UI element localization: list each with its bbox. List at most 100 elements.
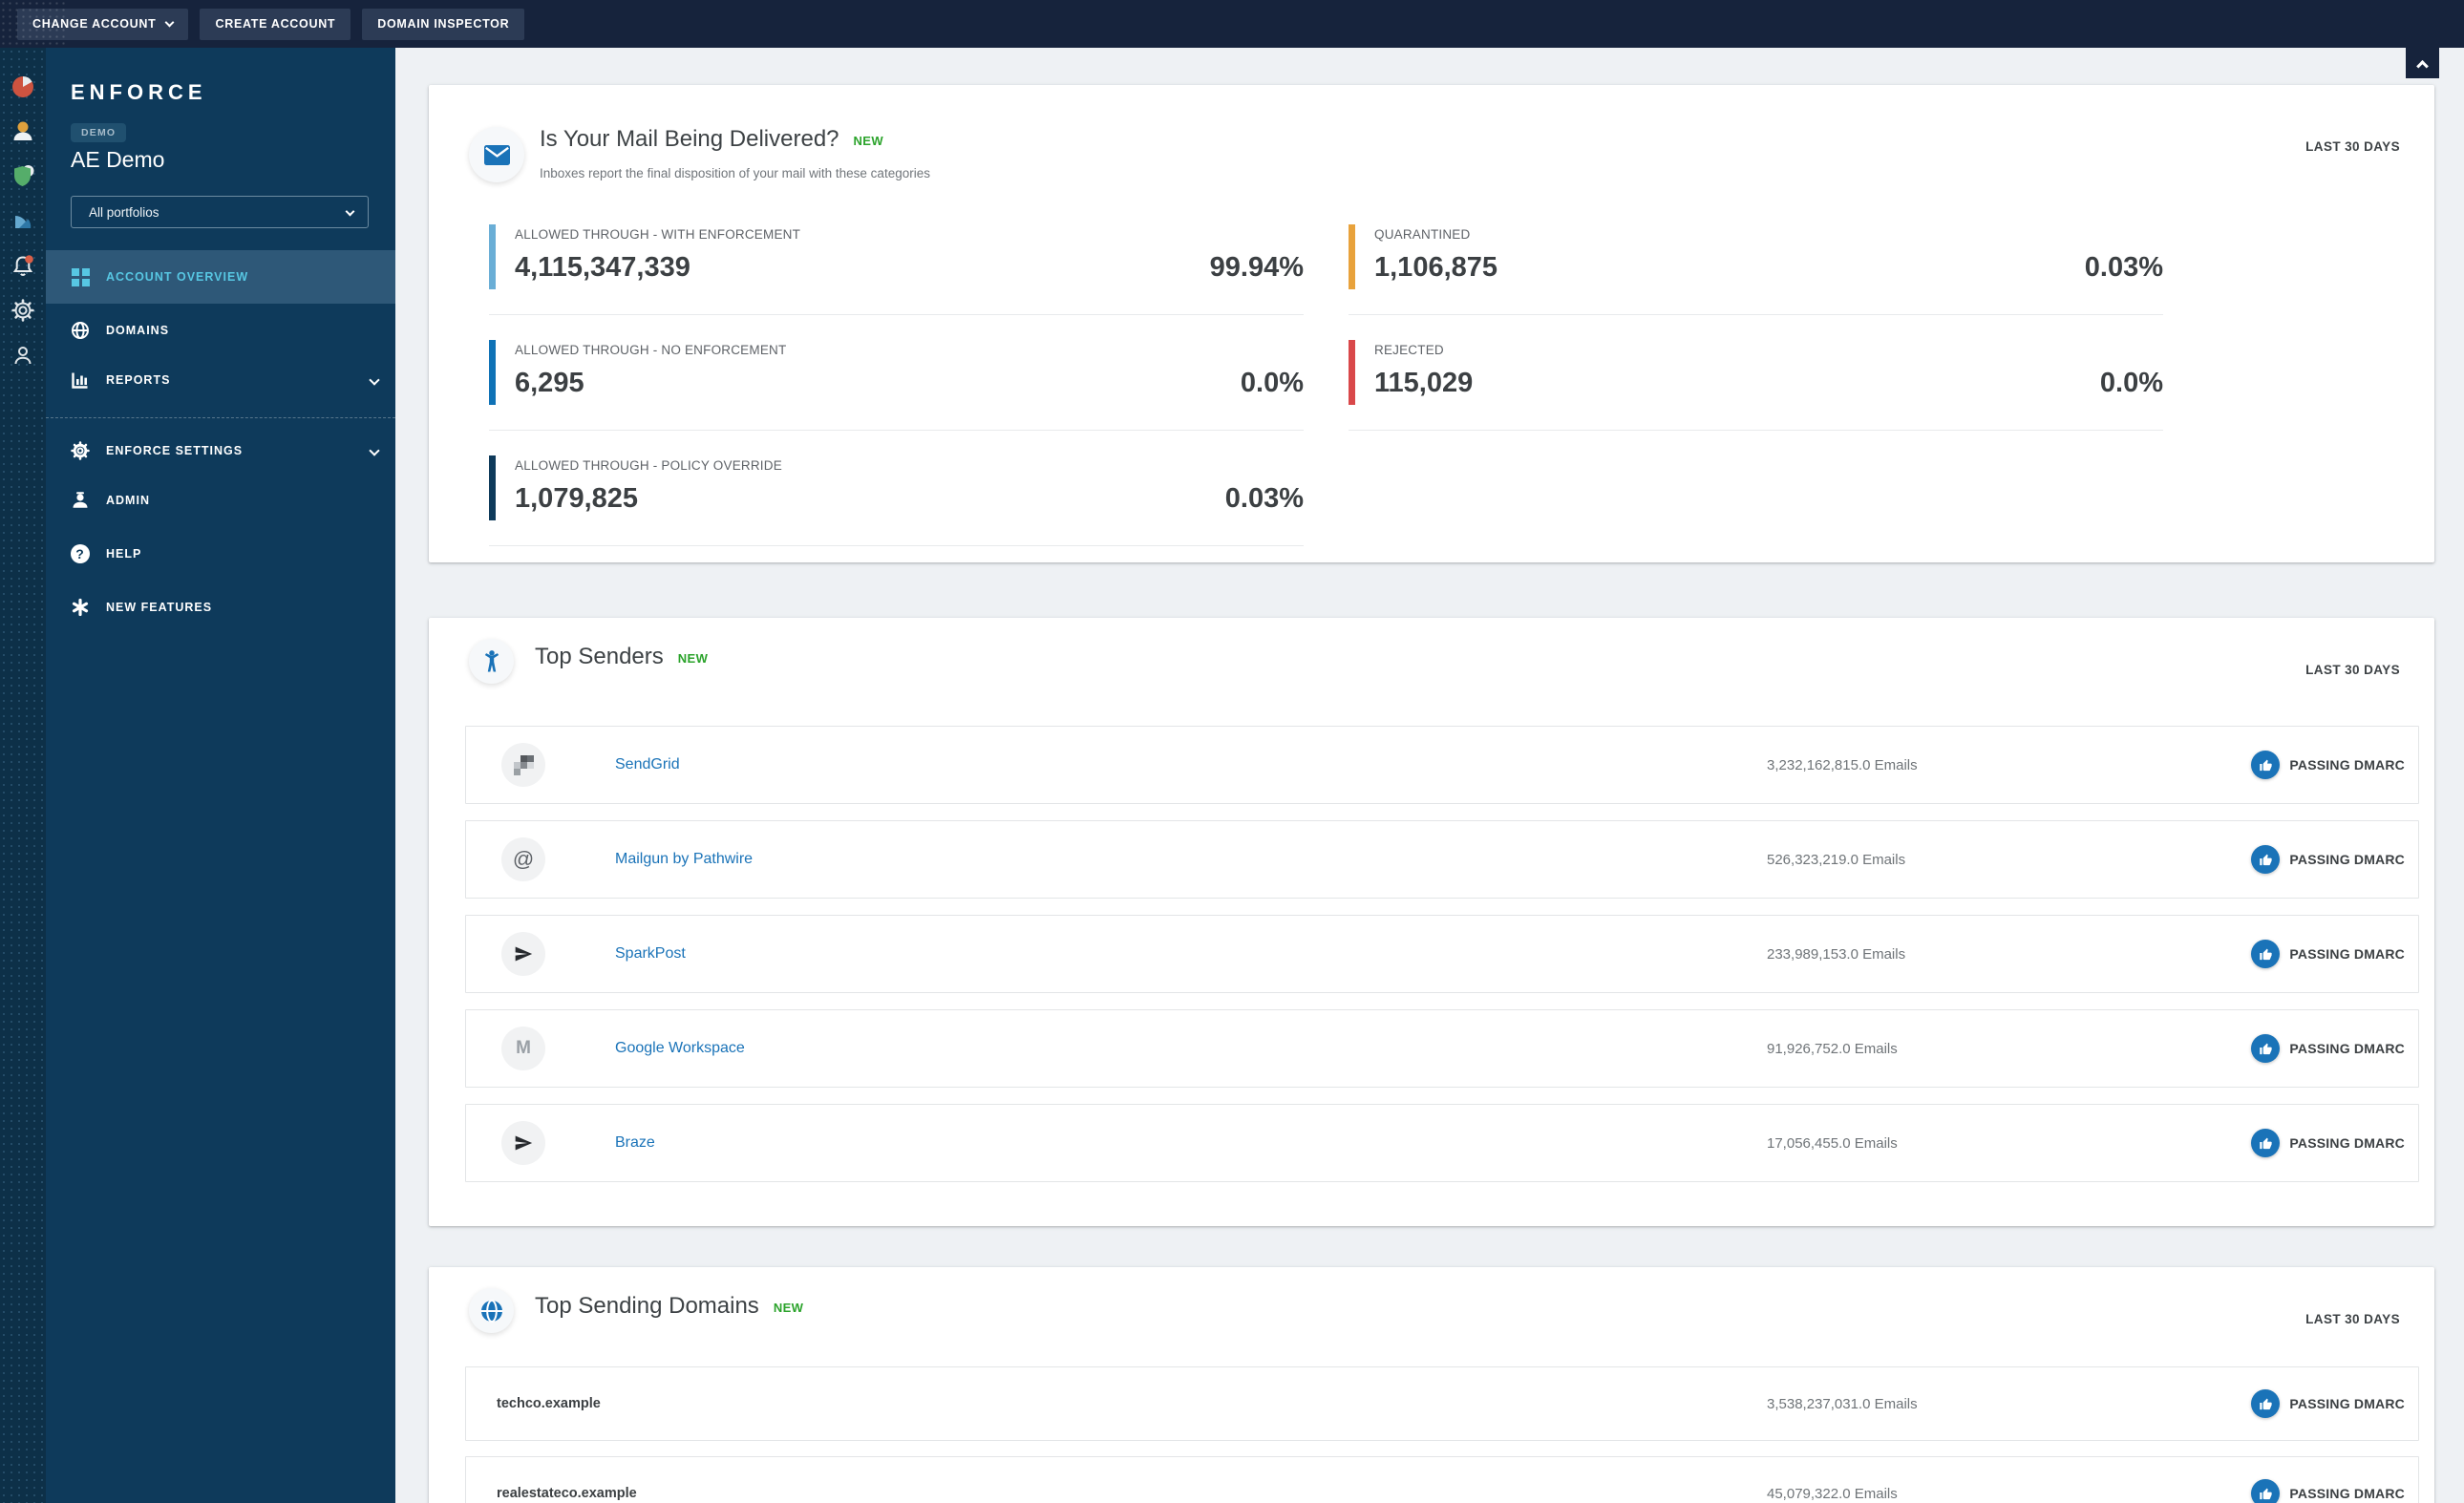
thumbs-up-icon bbox=[2251, 845, 2281, 874]
top-sending-domains-card: Top Sending Domains NEW LAST 30 DAYS tec… bbox=[429, 1267, 2434, 1503]
create-account-label: CREATE ACCOUNT bbox=[215, 17, 336, 31]
dmarc-status-badge: PASSING DMARC bbox=[2251, 1034, 2405, 1063]
sidebar-item-account-overview[interactable]: ACCOUNT OVERVIEW bbox=[46, 250, 395, 304]
thumbs-up-icon bbox=[2251, 1389, 2281, 1418]
sender-name-link[interactable]: SparkPost bbox=[615, 945, 686, 962]
sidebar: ENFORCE DEMO AE Demo All portfolios ACCO… bbox=[46, 48, 395, 1503]
sender-email-count: 91,926,752.0 Emails bbox=[1767, 1040, 1898, 1057]
person-arms-up-icon bbox=[469, 639, 514, 684]
profile-person-icon[interactable] bbox=[10, 342, 36, 369]
thumbs-up-icon bbox=[2251, 1479, 2281, 1503]
chevron-down-icon bbox=[369, 445, 380, 456]
dmarc-status-label: PASSING DMARC bbox=[2289, 1041, 2405, 1056]
sender-row: @ Mailgun by Pathwire 526,323,219.0 Emai… bbox=[465, 820, 2419, 899]
stat-value: 4,115,347,339 bbox=[515, 252, 690, 283]
sidebar-divider bbox=[46, 417, 395, 418]
sidebar-item-admin[interactable]: ADMIN bbox=[46, 476, 395, 525]
grid-icon bbox=[71, 267, 90, 286]
divider bbox=[1349, 430, 2163, 431]
sidebar-item-label: ACCOUNT OVERVIEW bbox=[106, 270, 249, 284]
chevron-down-icon bbox=[369, 374, 380, 386]
stat-label: REJECTED bbox=[1374, 343, 1444, 357]
sidebar-item-domains[interactable]: DOMAINS bbox=[46, 306, 395, 355]
change-account-button[interactable]: CHANGE ACCOUNT bbox=[17, 8, 189, 40]
sendgrid-logo-icon bbox=[501, 743, 545, 787]
sender-name-link[interactable]: SendGrid bbox=[615, 756, 680, 773]
portfolio-selector[interactable]: All portfolios bbox=[71, 196, 369, 228]
dmarc-status-label: PASSING DMARC bbox=[2289, 757, 2405, 773]
dmarc-status-badge: PASSING DMARC bbox=[2251, 940, 2405, 968]
divider bbox=[489, 314, 1304, 315]
dmarc-status-badge: PASSING DMARC bbox=[2251, 845, 2405, 874]
braze-logo-icon bbox=[501, 1121, 545, 1165]
card-subtitle: Inboxes report the final disposition of … bbox=[540, 166, 930, 180]
stat-rejected: REJECTED 115,029 0.0% bbox=[1349, 340, 2163, 405]
person-icon bbox=[71, 491, 90, 510]
gear-icon bbox=[71, 441, 90, 460]
stat-percent: 0.0% bbox=[2099, 368, 2163, 398]
enforce-logo: ENFORCE bbox=[71, 80, 207, 104]
domain-name: realestateco.example bbox=[497, 1486, 637, 1501]
stat-percent: 0.0% bbox=[1240, 368, 1304, 398]
mail-delivery-card: Is Your Mail Being Delivered? NEW Inboxe… bbox=[429, 85, 2434, 562]
thumbs-up-icon bbox=[2251, 1034, 2281, 1063]
demo-badge: DEMO bbox=[71, 123, 127, 142]
sender-name-link[interactable]: Mailgun by Pathwire bbox=[615, 851, 754, 867]
domain-email-count: 3,538,237,031.0 Emails bbox=[1767, 1395, 1918, 1412]
create-account-button[interactable]: CREATE ACCOUNT bbox=[200, 8, 351, 40]
stat-allowed-no-enforcement: ALLOWED THROUGH - NO ENFORCEMENT 6,295 0… bbox=[489, 340, 1304, 405]
sidebar-item-label: ENFORCE SETTINGS bbox=[106, 444, 244, 457]
sender-email-count: 233,989,153.0 Emails bbox=[1767, 945, 1906, 963]
sender-name-link[interactable]: Braze bbox=[615, 1134, 655, 1151]
dmarc-status-badge: PASSING DMARC bbox=[2251, 1129, 2405, 1157]
sender-row: SendGrid 3,232,162,815.0 Emails PASSING … bbox=[465, 726, 2419, 804]
domain-inspector-label: DOMAIN INSPECTOR bbox=[377, 17, 510, 31]
sender-email-count: 3,232,162,815.0 Emails bbox=[1767, 756, 1918, 773]
stat-value: 6,295 bbox=[515, 368, 584, 398]
chevron-down-icon bbox=[165, 17, 175, 27]
change-account-label: CHANGE ACCOUNT bbox=[32, 17, 157, 31]
thumbs-up-icon bbox=[2251, 751, 2281, 779]
stat-percent: 0.03% bbox=[2084, 252, 2163, 283]
divider bbox=[489, 545, 1304, 546]
domain-inspector-button[interactable]: DOMAIN INSPECTOR bbox=[362, 8, 525, 40]
stat-value: 1,079,825 bbox=[515, 483, 639, 514]
sidebar-item-label: DOMAINS bbox=[106, 324, 170, 337]
sidebar-item-label: ADMIN bbox=[106, 494, 150, 507]
google-workspace-logo-icon: M bbox=[501, 1027, 545, 1070]
envelope-icon bbox=[469, 127, 524, 182]
fin-chart-icon[interactable] bbox=[10, 207, 36, 234]
dmarc-status-label: PASSING DMARC bbox=[2289, 1486, 2405, 1501]
dmarc-status-badge: PASSING DMARC bbox=[2251, 751, 2405, 779]
help-icon bbox=[71, 544, 90, 563]
thumbs-up-icon bbox=[2251, 940, 2281, 968]
sidebar-item-enforce-settings[interactable]: ENFORCE SETTINGS bbox=[46, 426, 395, 476]
period-label: LAST 30 DAYS bbox=[2305, 663, 2400, 677]
monitor-logo-icon[interactable] bbox=[10, 73, 36, 99]
sender-row: SparkPost 233,989,153.0 Emails PASSING D… bbox=[465, 915, 2419, 993]
stat-value: 115,029 bbox=[1374, 368, 1474, 398]
stat-value: 1,106,875 bbox=[1374, 252, 1498, 283]
settings-gear-icon[interactable] bbox=[10, 297, 36, 324]
stat-allowed-with-enforcement: ALLOWED THROUGH - WITH ENFORCEMENT 4,115… bbox=[489, 224, 1304, 289]
domain-name: techco.example bbox=[497, 1396, 601, 1411]
sender-name-link[interactable]: Google Workspace bbox=[615, 1040, 745, 1056]
card-title: Is Your Mail Being Delivered? bbox=[540, 126, 839, 152]
asterisk-icon bbox=[71, 598, 90, 617]
mailgun-logo-icon: @ bbox=[501, 837, 545, 881]
sender-email-count: 526,323,219.0 Emails bbox=[1767, 851, 1906, 868]
sidebar-item-reports[interactable]: REPORTS bbox=[46, 355, 395, 405]
globe-icon bbox=[469, 1288, 514, 1333]
collapse-panel-button[interactable] bbox=[2406, 48, 2439, 78]
amplify-person-icon[interactable] bbox=[10, 117, 36, 144]
sidebar-item-new-features[interactable]: NEW FEATURES bbox=[46, 582, 395, 632]
stat-label: ALLOWED THROUGH - POLICY OVERRIDE bbox=[515, 458, 782, 473]
thumbs-up-icon bbox=[2251, 1129, 2281, 1157]
domain-row: techco.example 3,538,237,031.0 Emails PA… bbox=[465, 1366, 2419, 1441]
notifications-bell-icon[interactable] bbox=[10, 252, 36, 279]
dmarc-status-label: PASSING DMARC bbox=[2289, 1396, 2405, 1411]
dmarc-status-label: PASSING DMARC bbox=[2289, 946, 2405, 962]
shield-icon[interactable] bbox=[10, 162, 36, 189]
sparkpost-logo-icon bbox=[501, 932, 545, 976]
sidebar-item-help[interactable]: HELP bbox=[46, 529, 395, 579]
